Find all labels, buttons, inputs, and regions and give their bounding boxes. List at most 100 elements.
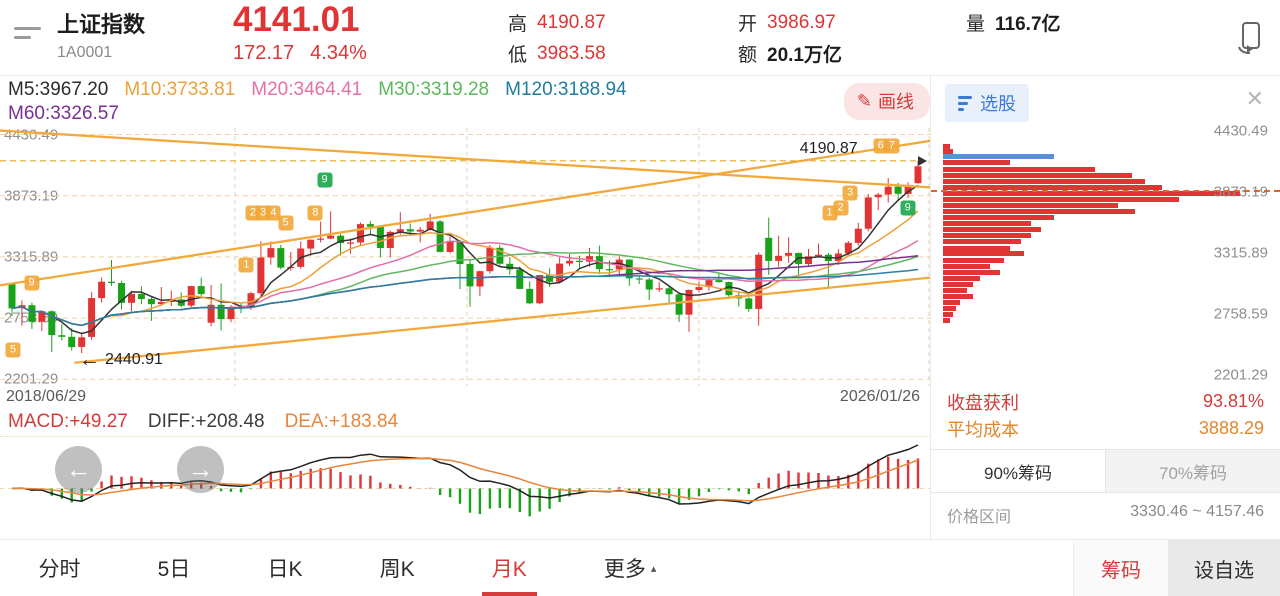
tab-label: 周K — [379, 558, 415, 581]
chip-bar — [943, 160, 1011, 166]
bottom-spacer — [695, 540, 1073, 596]
macd-chart[interactable] — [0, 436, 930, 540]
chip-bar — [943, 239, 1021, 245]
chip-distribution: 4430.49 3873.19 3315.89 2758.59 2201.29 — [931, 122, 1280, 384]
amount-label: 额 — [738, 45, 758, 66]
chip-bar — [943, 221, 1031, 226]
low-value: 3983.58 — [537, 42, 606, 64]
tab-label: 5日 — [157, 558, 191, 581]
chip-bar — [943, 281, 974, 287]
bottom-tab-bar: 分时 5日 日K 周K 月K 更多 ▴ 筹码 设自选 — [0, 539, 1280, 596]
chips-y-axis-label: 2758.59 — [1213, 305, 1268, 323]
chip-bar — [943, 144, 950, 150]
chip-bar — [943, 312, 954, 318]
volume-value: 116.7亿 — [995, 14, 1061, 35]
chip-bar — [943, 251, 1024, 257]
macd-svg — [0, 444, 930, 517]
ma60-label: M60:3326.57 — [8, 103, 119, 124]
volume-label: 量 — [966, 14, 986, 35]
pencil-icon: ✎ — [856, 90, 872, 111]
chip-bar — [943, 294, 974, 300]
chips-tabs: 90%筹码 70%筹码 — [931, 449, 1280, 493]
tab-90-chips[interactable]: 90%筹码 — [931, 450, 1106, 492]
scroll-right-button[interactable]: → — [177, 446, 224, 493]
scroll-left-button[interactable]: ← — [55, 446, 102, 493]
ma-indicators: M5:3967.20 M10:3733.81 M20:3464.41 M30:3319… — [8, 76, 930, 101]
tab-70-chips[interactable]: 70%筹码 — [1106, 450, 1280, 492]
nav-right-arrow-icon: → — [187, 454, 214, 484]
profit-value: 93.81% — [1202, 391, 1264, 411]
chip-bar — [943, 245, 1011, 251]
high-annotation-text: 4190.87 — [799, 140, 858, 158]
tab-5-active[interactable]: 月K — [481, 540, 537, 596]
index-name: 上证指数 — [57, 12, 146, 37]
tab-3[interactable]: 日K — [265, 540, 304, 596]
tab-6[interactable]: 更多 ▴ — [602, 540, 659, 596]
kline-svg — [0, 128, 930, 386]
price-change: 172.17 — [233, 42, 295, 64]
price-block: 4141.01 172.17 4.34% — [233, 0, 367, 65]
chips-panel: 选股 ✕ 4430.49 3873.19 3315.89 2758.59 2201.29… — [931, 76, 1280, 540]
menu-icon[interactable] — [14, 25, 41, 45]
low-label: 低 — [508, 45, 528, 66]
chip-bars — [943, 124, 1280, 382]
tab-1[interactable]: 分时 — [37, 540, 83, 596]
price-range-value: 3330.46 ~ 4157.46 — [1130, 503, 1264, 520]
chip-bar — [943, 215, 1055, 221]
dea-value: DEA:+183.84 — [284, 411, 399, 432]
add-watchlist-button[interactable]: 设自选 — [1168, 540, 1280, 596]
chip-bar — [943, 306, 957, 312]
low-annotation-text: 2440.91 — [105, 351, 163, 369]
chip-bar — [943, 190, 1240, 196]
chip-bar — [943, 269, 1001, 275]
high-annotation: 4190.87 — [800, 140, 858, 158]
macd-indicator-row: MACD:+49.27 DIFF:+208.48 DEA:+183.84 — [0, 408, 930, 436]
chip-bar — [943, 154, 1055, 160]
chip-bar — [943, 227, 1041, 233]
stock-pick-label: 选股 — [980, 94, 1016, 114]
chip-bar — [943, 299, 960, 305]
high-value: 4190.87 — [537, 11, 606, 33]
rotate-screen-icon[interactable] — [1236, 21, 1264, 60]
amount-value: 20.1万亿 — [767, 45, 842, 66]
index-code: 1A0001 — [57, 44, 113, 61]
ma-label: M5:3967.20 — [8, 79, 109, 100]
chip-bar — [943, 166, 1095, 172]
chip-bar — [943, 208, 1136, 214]
current-price: 4141.01 — [233, 0, 360, 39]
chip-bar — [943, 287, 967, 293]
caret-up-icon: ▴ — [650, 562, 657, 575]
title-block: 上证指数 1A0001 — [57, 7, 145, 62]
chip-bar — [943, 257, 1004, 263]
macd-value: MACD:+49.27 — [8, 411, 128, 432]
chip-bar — [943, 196, 1179, 202]
close-icon[interactable]: ✕ — [1245, 86, 1264, 111]
open-value: 3986.97 — [767, 11, 836, 33]
open-amount-block: 开 3986.97 额 20.1万亿 — [738, 7, 842, 69]
draw-line-label: 画线 — [878, 92, 914, 112]
tab-label: 分时 — [38, 558, 81, 581]
avg-cost-value: 3888.29 — [1198, 418, 1264, 438]
chip-bar — [943, 149, 954, 155]
date-start: 2018/06/29 — [6, 388, 87, 405]
main-area: M5:3967.20 M10:3733.81 M20:3464.41 M30:3319… — [0, 76, 1280, 540]
stock-pick-button[interactable]: 选股 — [945, 84, 1029, 122]
indicator-toolbar: M5:3967.20 M10:3733.81 M20:3464.41 M30:3319… — [0, 76, 930, 128]
chips-button[interactable]: 筹码 — [1073, 540, 1168, 596]
high-low-block: 高 4190.87 低 3983.58 — [508, 7, 606, 69]
chips-panel-header: 选股 ✕ — [931, 76, 1280, 124]
chips-stats: 收盘获利 93.81% 平均成本 3888.29 — [931, 382, 1280, 442]
nav-left-arrow-icon: ← — [65, 454, 92, 484]
draw-line-button[interactable]: ✎ 画线 — [843, 83, 930, 120]
tab-label: 月K — [491, 558, 527, 581]
chip-bar — [943, 172, 1132, 178]
chip-bar — [943, 263, 991, 269]
avg-cost-line — [931, 190, 1280, 193]
chips-y-axis-label: 2201.29 — [1213, 366, 1268, 384]
chips-y-axis-label: 3315.89 — [1213, 244, 1268, 262]
chip-bar — [943, 178, 1146, 184]
tab-2[interactable]: 5日 — [156, 540, 193, 596]
tab-4[interactable]: 周K — [378, 540, 417, 596]
